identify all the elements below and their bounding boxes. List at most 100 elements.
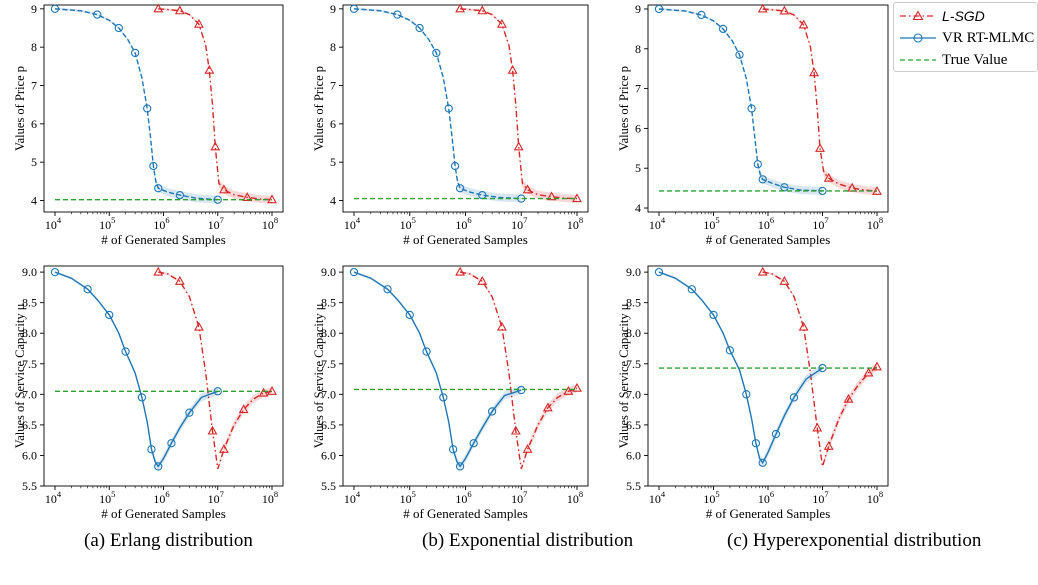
- series-lsgd-marker: [757, 3, 768, 13]
- x-tick-exponent: 6: [165, 489, 169, 499]
- y-tick-label: 6.0: [22, 448, 37, 462]
- x-tick-exponent: 8: [879, 489, 883, 499]
- y-tick-label: 7.0: [626, 387, 641, 401]
- series-lsgd-marker: [779, 5, 790, 15]
- series-lsgd-marker: [207, 425, 218, 435]
- series-lsgd-line: [460, 8, 578, 200]
- series-vr-marker: [130, 48, 140, 58]
- series-vr-marker: [154, 462, 163, 471]
- x-tick-exponent: 4: [57, 489, 62, 499]
- series-lsgd-marker: [757, 266, 768, 276]
- x-axis-title: # of Generated Samples: [706, 232, 831, 247]
- series-band: [460, 270, 577, 471]
- y-tick-label: 4: [330, 194, 336, 208]
- y-tick-label: 5: [330, 155, 336, 169]
- x-tick-label: 108: [567, 489, 583, 506]
- series-lsgd-line: [158, 271, 273, 470]
- series-vr-line: [658, 8, 823, 192]
- x-axis-title: # of Generated Samples: [403, 506, 528, 521]
- x-tick-exponent: 7: [220, 215, 224, 225]
- y-axis-title: Values of Service Capacity μ: [13, 303, 27, 448]
- x-tick-exponent: 5: [412, 489, 416, 499]
- series-vr-marker: [147, 445, 156, 454]
- y-tick-label: 6.0: [321, 448, 336, 462]
- x-tick-exponent: 5: [412, 215, 416, 225]
- series-vr-marker: [455, 462, 465, 471]
- series-vr-marker: [718, 24, 728, 34]
- legend-label-lsgd: L-SGD: [942, 8, 985, 24]
- series-vr-marker: [455, 184, 465, 193]
- series-vr-marker: [771, 429, 781, 439]
- y-tick-label: 8.5: [321, 296, 336, 310]
- series-lsgd-marker: [823, 172, 834, 182]
- x-tick-label: 107: [812, 215, 828, 232]
- series-lsgd-marker: [546, 191, 557, 201]
- x-tick-exponent: 5: [715, 215, 719, 225]
- x-tick-label: 106: [153, 489, 169, 506]
- y-tick-label: 6: [31, 117, 37, 131]
- x-tick-label: 106: [455, 489, 471, 506]
- series-vr-marker: [753, 160, 762, 169]
- axes-frame: [43, 265, 284, 487]
- y-tick-label: 8.0: [626, 326, 641, 340]
- series-lsgd-marker: [153, 3, 164, 13]
- series-vr-marker: [143, 104, 152, 113]
- series-vr-marker: [758, 458, 767, 467]
- series-lsgd-marker: [563, 385, 574, 395]
- series-lsgd-marker: [812, 422, 823, 432]
- series-band: [55, 7, 218, 204]
- y-tick-label: 5.5: [321, 479, 336, 493]
- x-tick-exponent: 6: [467, 215, 471, 225]
- y-tick-label: 7: [330, 79, 336, 93]
- x-tick-label: 104: [344, 215, 361, 232]
- series-vr-marker: [422, 347, 431, 356]
- y-tick-label: 6.0: [626, 448, 641, 462]
- x-tick-exponent: 5: [715, 489, 719, 499]
- series-lsgd-marker: [815, 142, 825, 152]
- series-lsgd-marker: [522, 184, 533, 194]
- y-tick-label: 5: [31, 155, 37, 169]
- series-lsgd-marker: [542, 402, 553, 412]
- series-vr-line: [658, 271, 823, 465]
- x-tick-exponent: 4: [661, 215, 666, 225]
- x-tick-label: 107: [208, 489, 224, 506]
- caption-b: (b) Exponential distribution: [422, 530, 634, 551]
- y-tick-label: 5.5: [626, 479, 641, 493]
- legend-label-vr: VR RT-MLMC: [942, 30, 1035, 46]
- series-band: [158, 270, 272, 471]
- series-band: [55, 270, 218, 471]
- series-lsgd-marker: [798, 19, 809, 29]
- series-lsgd-marker: [153, 266, 164, 276]
- series-lsgd-marker: [496, 18, 507, 28]
- y-tick-label: 6.5: [22, 418, 37, 432]
- y-tick-label: 7.5: [626, 357, 641, 371]
- panel-b-mu: 5.5 6.0 6.5 7.0 7.5 8.0 8.5 9.0 104 105 106 107 108 #…: [312, 265, 589, 521]
- y-tick-label: 4: [31, 194, 37, 208]
- series-lsgd-marker: [218, 444, 229, 453]
- y-tick-label: 9.0: [22, 265, 37, 279]
- series-vr-marker: [393, 10, 402, 19]
- series-lsgd-line: [158, 8, 273, 201]
- y-tick-label: 9.0: [626, 265, 641, 279]
- x-tick-label: 107: [208, 215, 224, 232]
- x-tick-label: 104: [45, 215, 62, 232]
- series-lsgd-marker: [242, 192, 253, 201]
- x-tick-exponent: 6: [467, 489, 471, 499]
- x-tick-exponent: 7: [824, 215, 828, 225]
- panel-c-price: 4 5 6 7 8 9 104 105 106 107 108 # of Generated Samp…: [617, 2, 889, 247]
- x-tick-label: 105: [99, 489, 115, 506]
- series-vr-marker: [780, 183, 789, 192]
- series-lsgd-marker: [863, 367, 874, 377]
- x-tick-label: 107: [511, 489, 527, 506]
- x-tick-exponent: 8: [274, 215, 278, 225]
- series-vr-marker: [789, 393, 799, 402]
- y-tick-label: 9: [635, 2, 641, 16]
- series-band: [659, 7, 823, 195]
- series-vr-marker: [405, 310, 414, 320]
- legend-entry-lsgd: L-SGD: [898, 7, 1036, 25]
- series-lsgd-marker: [572, 382, 582, 392]
- y-axis-title: Values of Price p: [312, 66, 326, 151]
- series-vr-line: [54, 271, 219, 468]
- series-lsgd-marker: [779, 275, 790, 285]
- y-tick-label: 5: [635, 161, 641, 175]
